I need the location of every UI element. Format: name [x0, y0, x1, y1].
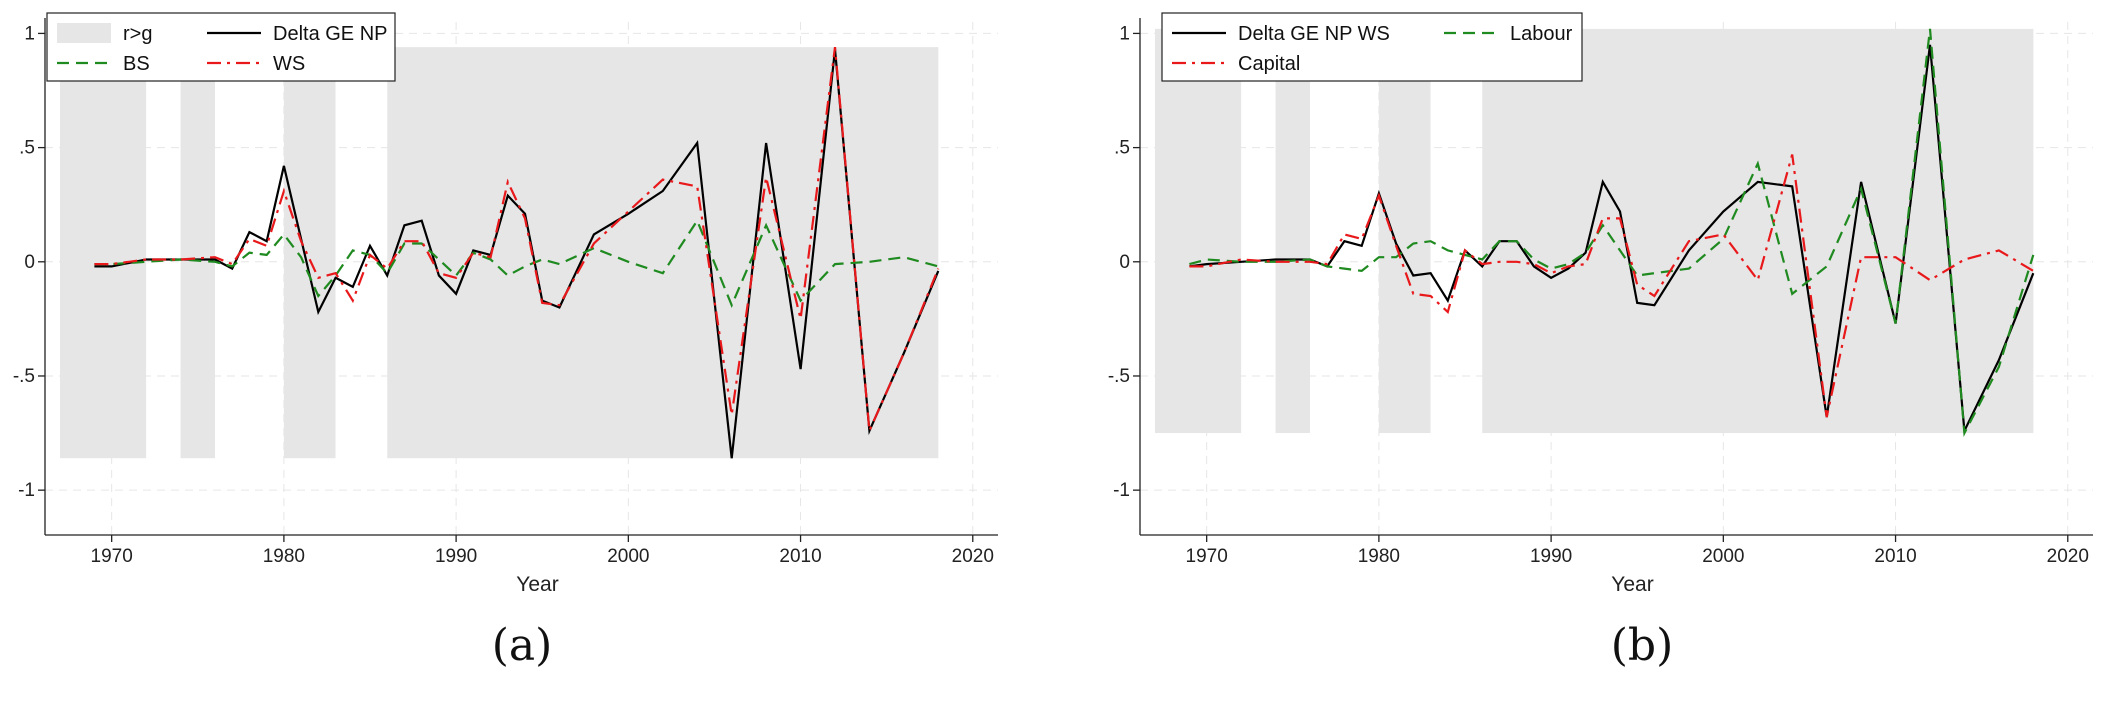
y-tick-label: 0 — [24, 252, 35, 273]
shaded-period — [1275, 28, 1310, 434]
series-line-bs — [94, 218, 939, 309]
y-tick-label: 0 — [1119, 252, 1130, 273]
y-tick-label: -1 — [18, 480, 35, 501]
x-tick-label: 1970 — [91, 546, 133, 567]
x-tick-label: 1990 — [435, 546, 477, 567]
y-tick-label: -1 — [1113, 480, 1130, 501]
shaded-period — [283, 47, 336, 459]
y-tick-label: 1 — [1119, 23, 1130, 44]
x-axis-label: Year — [1611, 573, 1653, 596]
legend-label: Delta GE NP WS — [1238, 23, 1390, 45]
x-axis-label: Year — [516, 573, 558, 596]
legend: Delta GE NP WS Labour Capital — [1161, 12, 1583, 82]
y-tick-label: .5 — [19, 138, 35, 159]
legend-label: WS — [273, 53, 305, 75]
x-tick-label: 2010 — [1874, 546, 1916, 567]
panel-b: -1 -.5 0 .5 1 1970 1980 1990 2000 2010 2020 Year Del… — [1108, 12, 2093, 671]
series-line-delta-ge-np — [94, 49, 940, 459]
y-tick-label: -.5 — [1108, 366, 1130, 387]
x-tick-label: 2020 — [2047, 546, 2089, 567]
shaded-period — [387, 47, 939, 459]
series-line-ws — [94, 46, 940, 436]
legend-label: Delta GE NP — [273, 23, 387, 45]
x-tick-label: 2000 — [1702, 546, 1744, 567]
x-tick-label: 2020 — [952, 546, 994, 567]
legend-label: r>g — [123, 23, 152, 45]
x-tick-label: 2010 — [779, 546, 821, 567]
x-tick-label: 1980 — [1358, 546, 1400, 567]
panel-caption: (b) — [1611, 620, 1674, 671]
y-tick-label: -.5 — [13, 366, 35, 387]
y-tick-label: .5 — [1114, 138, 1130, 159]
x-tick-label: 1980 — [263, 546, 305, 567]
series-line-delta-ge-np-ws — [1189, 44, 2035, 435]
shaded-period — [60, 47, 147, 459]
legend-box — [1161, 12, 1583, 82]
x-tick-label: 1990 — [1530, 546, 1572, 567]
shaded-period — [1482, 28, 2034, 434]
y-tick-label: 1 — [24, 23, 35, 44]
series-line-capital — [1189, 154, 2034, 418]
shaded-period — [1378, 28, 1431, 434]
panel-a: -1 -.5 0 .5 1 1970 1980 1990 2000 2010 2020 Year r>g… — [13, 12, 998, 671]
legend-swatch-shaded — [57, 23, 111, 43]
x-tick-label: 2000 — [607, 546, 649, 567]
series-line-labour — [1189, 28, 2035, 437]
legend-label: Labour — [1510, 23, 1573, 45]
x-tick-label: 1970 — [1186, 546, 1228, 567]
legend-label: Capital — [1238, 53, 1300, 75]
shaded-period — [1155, 28, 1242, 434]
legend: r>g Delta GE NP BS WS — [46, 12, 396, 82]
shaded-period — [180, 47, 215, 459]
panel-caption: (a) — [492, 620, 553, 671]
legend-label: BS — [123, 53, 150, 75]
